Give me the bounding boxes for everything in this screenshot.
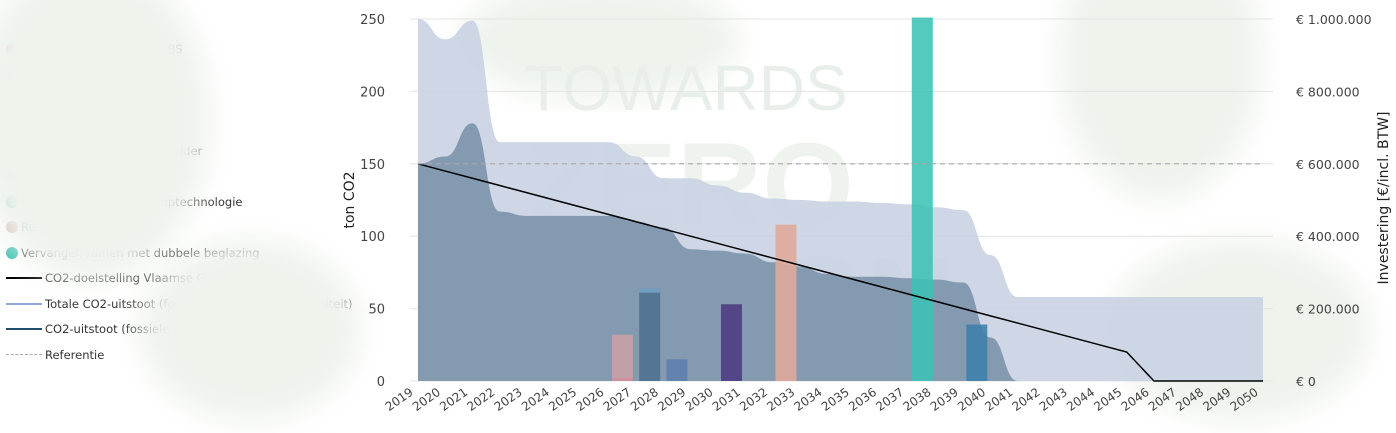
x-tick-label: 2033 (764, 385, 797, 414)
x-tick-label: 2040 (955, 385, 988, 414)
x-tick-label: 2042 (1010, 385, 1043, 414)
watermark-text: TOWARDS (524, 52, 848, 124)
area-series (418, 19, 1263, 382)
x-tick-label: 2038 (901, 385, 934, 414)
y2-axis-title: Investering [€/incl. BTW] (1376, 112, 1392, 285)
legend-line-icon (6, 277, 42, 280)
bar-series (611, 17, 988, 381)
legend-label: Referentie (45, 347, 105, 362)
x-tick-label: 2037 (873, 385, 906, 414)
x-tick-label: 2031 (710, 385, 743, 414)
x-tick-label: 2035 (819, 385, 852, 414)
x-tick-label: 2045 (1091, 385, 1124, 414)
y2-tick-label: € 800.000 (1296, 84, 1360, 99)
line-series (417, 163, 1263, 382)
x-tick-label: 2023 (492, 385, 525, 414)
x-tick-label: 2020 (410, 385, 443, 414)
x-tick-label: 2044 (1064, 385, 1097, 414)
x-tick-label: 2024 (519, 385, 552, 414)
y-tick-label: 50 (368, 303, 385, 318)
legend-line-icon (6, 354, 42, 356)
bar (775, 224, 797, 381)
bar (666, 359, 688, 381)
bar (611, 334, 633, 381)
y-tick-label: 200 (360, 85, 385, 100)
x-tick-label: 2043 (1037, 385, 1070, 414)
legend-item[interactable]: Referentie (6, 342, 336, 368)
foliage-blob (0, 0, 210, 280)
x-tick-label: 2027 (601, 385, 634, 414)
x-tick-label: 2030 (683, 385, 716, 414)
x-tick-label: 2028 (628, 385, 661, 414)
legend-dot-icon (6, 246, 18, 259)
x-tick-label: 2022 (464, 385, 497, 414)
x-tick-label: 2032 (737, 385, 770, 414)
legend-line-icon (6, 328, 42, 331)
bar (911, 17, 933, 381)
x-tick-label: 2034 (792, 385, 825, 414)
x-tick-label: 2025 (546, 385, 579, 414)
target-line (417, 163, 1263, 382)
foliage-blob (1060, 0, 1260, 200)
y-axis-right: € 0 € 200.000 € 400.000 € 600.000 € 800.000 €… (1296, 12, 1372, 389)
x-tick-label: 2021 (437, 385, 470, 414)
x-tick-label: 2019 (383, 385, 416, 414)
foliage-blob (140, 240, 360, 420)
background-foliage (0, 0, 1370, 420)
y-axis-title: ton CO2 (342, 171, 358, 228)
y2-tick-label: € 1.000.000 (1296, 12, 1372, 27)
y-tick-label: 150 (360, 158, 385, 173)
bar (720, 304, 742, 381)
y-tick-label: 100 (360, 230, 385, 245)
x-tick-label: 2039 (928, 385, 961, 414)
x-tick-label: 2041 (982, 385, 1015, 414)
bar (966, 324, 988, 381)
y2-tick-label: € 600.000 (1296, 157, 1360, 172)
foliage-blob (460, 0, 740, 100)
y-axis-left: 0 50 100 150 200 250 (360, 13, 385, 390)
x-tick-label: 2026 (573, 385, 606, 414)
y-tick-label: 0 (377, 375, 385, 390)
x-tick-label: 2036 (846, 385, 879, 414)
y2-tick-label: € 200.000 (1296, 302, 1360, 317)
y-tick-label: 250 (360, 13, 385, 28)
x-axis: 2019202020212022202320242025202620272028… (383, 385, 1261, 414)
bar (639, 292, 661, 381)
legend-line-icon (6, 302, 42, 305)
y2-tick-label: € 0 (1296, 374, 1316, 389)
y2-tick-label: € 400.000 (1296, 229, 1360, 244)
area-fossil (418, 123, 1263, 382)
x-tick-label: 2029 (655, 385, 688, 414)
